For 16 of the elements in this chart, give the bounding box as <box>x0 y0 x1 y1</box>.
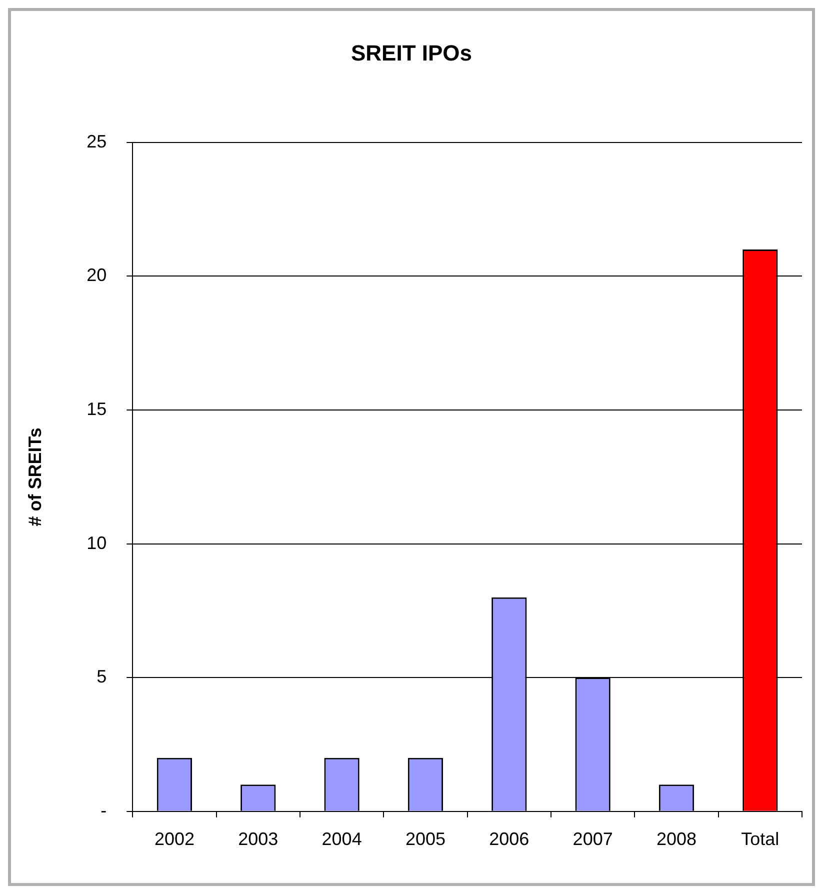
x-tick-label: 2008 <box>656 829 697 850</box>
y-tick-label: 5 <box>96 666 107 687</box>
y-tick-label: - <box>100 800 107 820</box>
y-tick-label: 15 <box>86 398 107 419</box>
x-tick-label: 2003 <box>238 829 278 850</box>
x-tick-label: 2002 <box>154 829 194 850</box>
x-tick-label: 2004 <box>322 829 362 850</box>
x-tick-label: 2005 <box>405 829 446 850</box>
y-tick-label: 10 <box>86 532 107 553</box>
y-axis-title: # of SREITs <box>24 428 45 526</box>
x-tick-label: Total <box>741 829 780 850</box>
x-tick-label: 2007 <box>572 829 613 850</box>
chart-title: SREIT IPOs <box>350 40 472 66</box>
y-tick-label: 25 <box>86 131 107 152</box>
y-tick-label: 20 <box>86 265 107 286</box>
x-tick-label: 2006 <box>489 829 530 850</box>
